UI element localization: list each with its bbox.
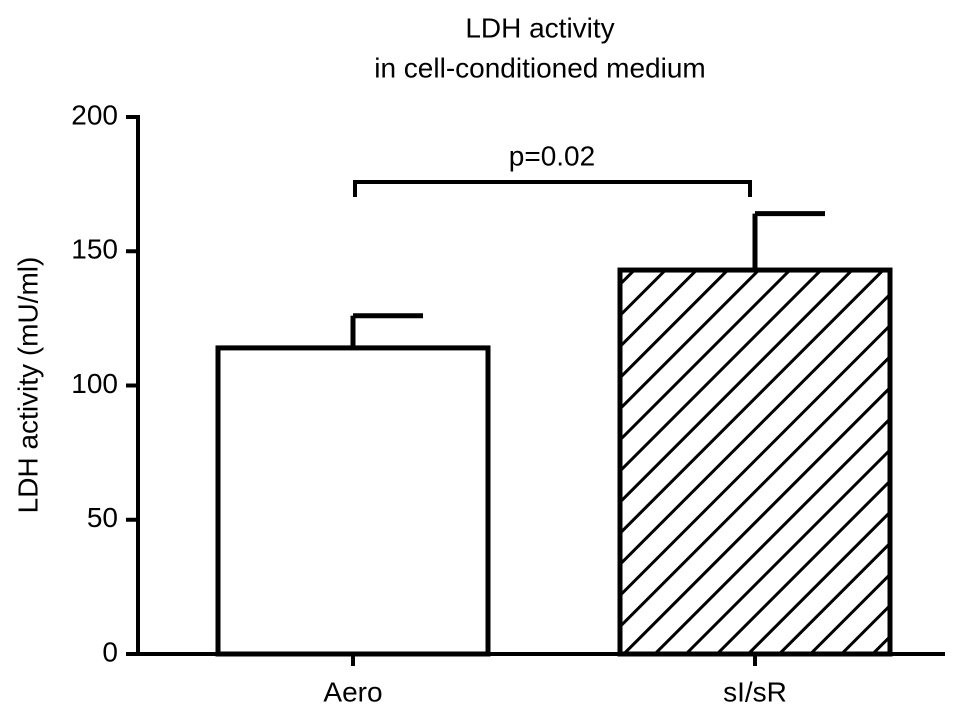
- y-tick-label: 0: [102, 636, 118, 667]
- y-tick-label: 200: [71, 99, 118, 130]
- y-tick-label: 150: [71, 234, 118, 265]
- y-axis-label: LDH activity (mU/ml): [12, 257, 43, 514]
- bar: [617, 267, 893, 657]
- y-tick-label: 50: [87, 502, 118, 533]
- chart-subtitle: in cell-conditioned medium: [374, 52, 706, 83]
- x-tick-label: sI/sR: [723, 676, 787, 707]
- significance-bracket: [353, 180, 752, 197]
- chart-title: LDH activity: [465, 12, 614, 43]
- annotation: p=0.02: [509, 140, 595, 171]
- bar: [215, 345, 491, 657]
- y-tick-label: 100: [71, 368, 118, 399]
- x-tick-label: Aero: [323, 676, 382, 707]
